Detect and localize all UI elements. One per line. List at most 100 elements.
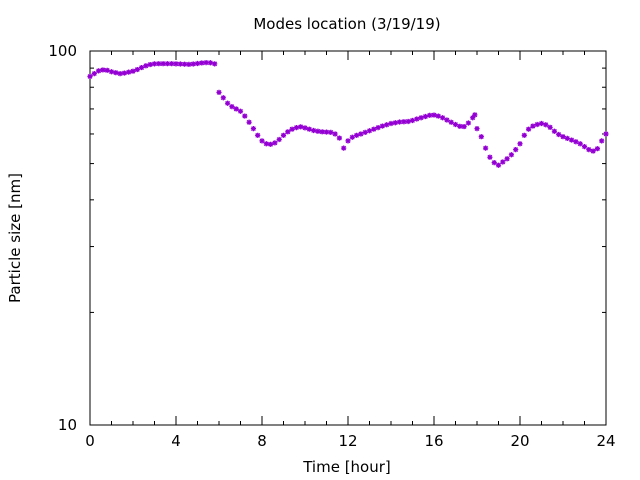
data-point-marker — [504, 156, 510, 162]
data-point — [272, 140, 278, 146]
data-point-marker — [487, 154, 493, 160]
data-point — [354, 132, 360, 138]
data-point-marker — [216, 89, 222, 96]
data-point — [461, 123, 467, 130]
data-point — [405, 118, 411, 125]
data-point-marker — [332, 131, 338, 137]
data-point-marker — [362, 129, 368, 135]
data-point — [341, 145, 347, 151]
data-point — [581, 144, 588, 150]
data-point-marker — [422, 113, 428, 120]
data-point — [457, 123, 463, 129]
plot-frame — [89, 50, 607, 426]
data-point — [276, 136, 282, 143]
data-point — [483, 145, 489, 151]
data-point — [126, 69, 132, 75]
data-point — [590, 148, 596, 154]
data-point — [250, 126, 256, 132]
data-point-marker — [397, 119, 403, 125]
data-point — [225, 100, 231, 106]
data-point-marker — [328, 129, 334, 135]
data-point — [190, 61, 196, 67]
data-point — [302, 125, 308, 131]
data-point — [474, 126, 480, 132]
data-point-marker — [414, 116, 420, 122]
data-point — [100, 67, 106, 73]
data-point — [104, 67, 110, 73]
data-point — [194, 60, 201, 67]
data-point-marker — [517, 141, 523, 147]
data-point — [603, 131, 609, 137]
data-point-marker — [87, 73, 93, 80]
data-point-marker — [560, 134, 566, 140]
data-point-marker — [229, 104, 235, 110]
data-point — [427, 112, 433, 118]
data-point-marker — [564, 135, 570, 141]
data-point-marker — [577, 141, 583, 147]
data-point-marker — [472, 112, 478, 118]
data-point-marker — [586, 146, 592, 153]
data-point-marker — [470, 115, 476, 121]
data-point — [362, 129, 368, 135]
data-point — [121, 70, 127, 76]
data-point — [530, 123, 536, 129]
data-point — [586, 146, 592, 153]
data-point — [491, 160, 497, 166]
data-point-marker — [237, 108, 244, 114]
data-point-marker — [573, 139, 579, 145]
data-point — [470, 115, 476, 121]
data-point-marker — [298, 124, 304, 130]
data-point-marker — [603, 131, 609, 137]
data-point — [504, 156, 510, 162]
data-point-marker — [289, 126, 295, 132]
data-point — [87, 73, 93, 80]
data-point-marker — [418, 115, 424, 121]
data-point-marker — [130, 68, 136, 74]
data-point — [384, 122, 390, 128]
data-point — [143, 63, 149, 69]
data-point — [130, 68, 136, 74]
data-point-marker — [194, 60, 201, 67]
data-point — [538, 120, 545, 127]
data-point — [160, 61, 166, 67]
data-point-marker — [246, 119, 252, 125]
data-point-marker — [143, 63, 149, 69]
data-point — [113, 70, 119, 76]
data-point — [237, 108, 244, 114]
data-point-marker — [220, 95, 226, 101]
data-point-marker — [323, 129, 330, 135]
data-point — [508, 152, 514, 158]
data-point — [444, 117, 450, 123]
data-point — [594, 146, 600, 152]
data-point-marker — [259, 138, 265, 144]
data-point — [409, 117, 416, 124]
data-point — [440, 115, 446, 121]
x-tick-label: 12 — [338, 432, 357, 450]
data-point-marker — [233, 106, 239, 112]
data-point — [599, 138, 605, 144]
data-point-marker — [547, 124, 553, 130]
data-point — [328, 129, 334, 135]
data-point — [293, 125, 299, 131]
data-point — [397, 119, 403, 125]
data-point-marker — [556, 131, 562, 138]
data-point-marker — [483, 145, 489, 151]
data-point — [431, 112, 437, 118]
x-tick-label: 0 — [85, 432, 95, 450]
data-point-marker — [255, 132, 261, 138]
data-point — [207, 60, 213, 66]
data-point-marker — [91, 71, 97, 77]
x-tick-label: 16 — [424, 432, 443, 450]
data-point-marker — [388, 120, 394, 127]
data-point-marker — [177, 61, 183, 67]
data-point-marker — [134, 66, 140, 73]
data-point-marker — [384, 122, 390, 128]
data-point-marker — [444, 117, 450, 123]
data-point-marker — [121, 70, 127, 76]
y-tick-label: 10 — [58, 416, 77, 434]
data-point-marker — [349, 134, 355, 140]
data-point-marker — [169, 61, 175, 67]
data-point-marker — [452, 121, 459, 128]
data-point-marker — [495, 162, 502, 168]
data-point — [465, 120, 471, 126]
